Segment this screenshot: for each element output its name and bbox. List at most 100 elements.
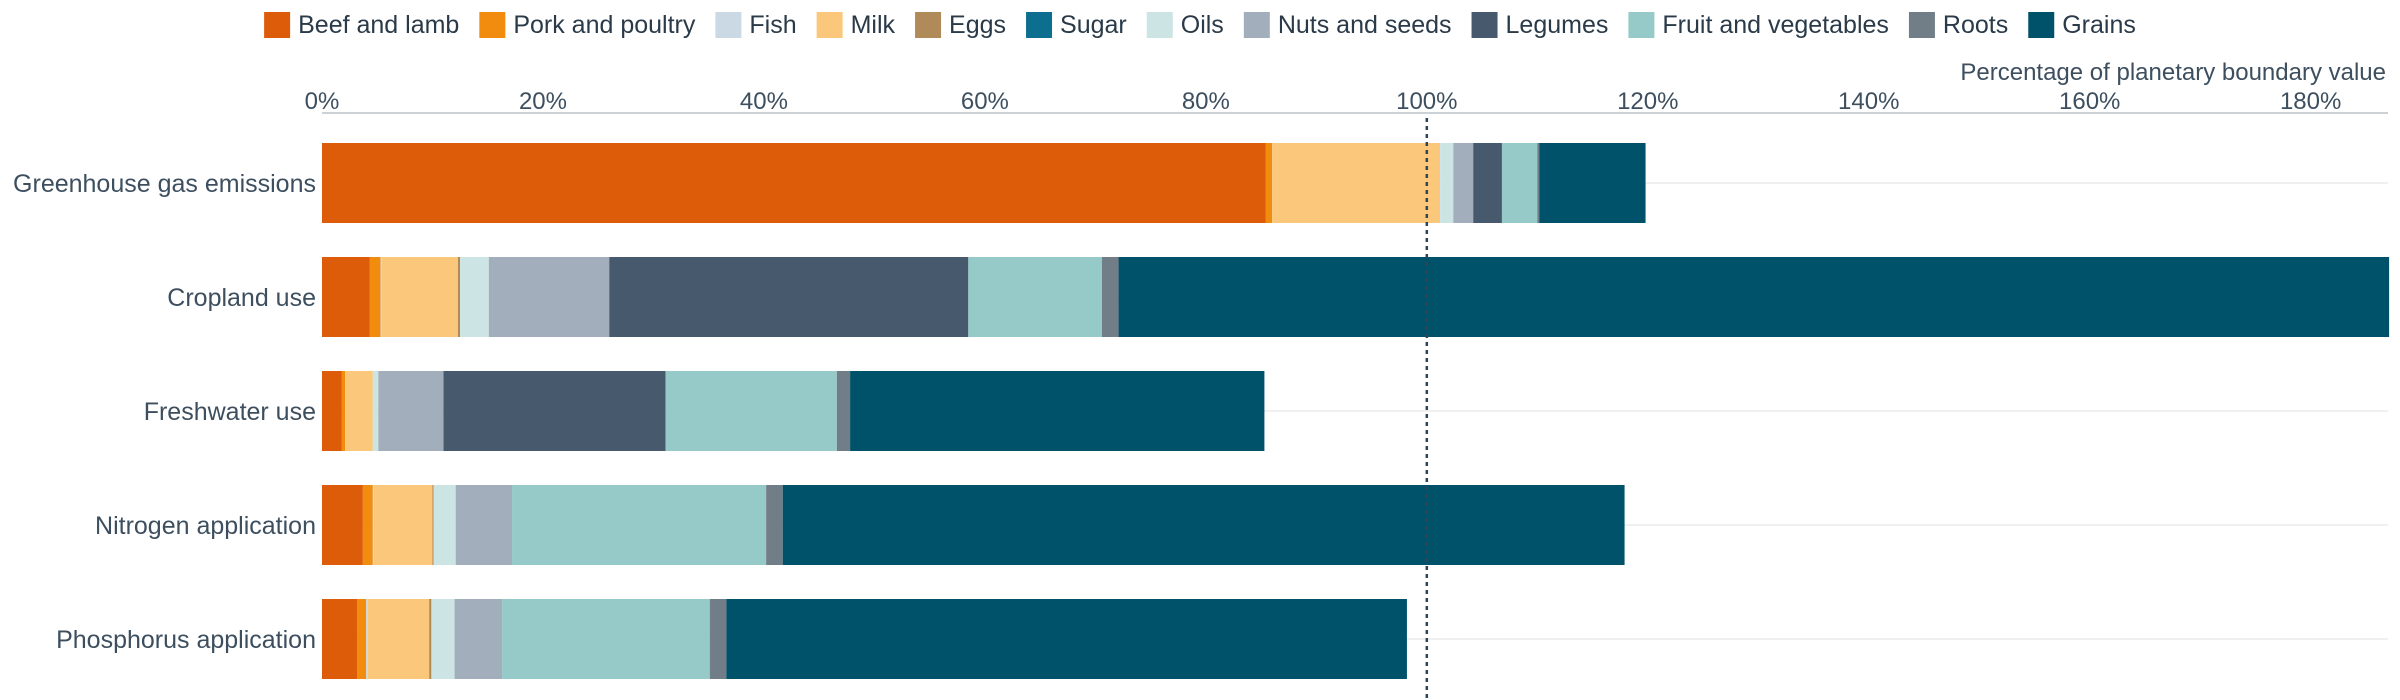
- legend-label: Fish: [749, 11, 796, 39]
- legend-swatch: [1908, 12, 1935, 38]
- bar-segment: [1101, 257, 1119, 337]
- legend-swatch: [1471, 12, 1498, 38]
- bar-segment: [488, 257, 610, 337]
- x-tick-label: 120%: [1617, 88, 1678, 115]
- legend-item: Fruit and vegetables: [1628, 11, 1889, 39]
- x-tick-label: 0%: [305, 88, 340, 115]
- bar-segment: [367, 599, 430, 679]
- bar-segment: [372, 485, 374, 565]
- legend-swatch: [2028, 12, 2055, 38]
- bars: [322, 143, 2390, 679]
- legend-item: Legumes: [1471, 11, 1609, 39]
- legend-label: Eggs: [949, 11, 1006, 39]
- legend-label: Grains: [2062, 11, 2136, 39]
- category-label: Freshwater use: [144, 398, 316, 426]
- bar-segment: [836, 371, 851, 451]
- legend-label: Sugar: [1060, 11, 1127, 39]
- legend-label: Fruit and vegetables: [1662, 11, 1889, 39]
- x-tick-label: 20%: [519, 88, 567, 115]
- bar-segment: [366, 599, 368, 679]
- bar-segment: [455, 485, 513, 565]
- legend-swatch: [1026, 12, 1053, 38]
- legend-item: Oils: [1146, 11, 1224, 39]
- legend-item: Fish: [715, 11, 797, 39]
- x-tick-label: 160%: [2059, 88, 2120, 115]
- x-tick-label: 100%: [1396, 88, 1457, 115]
- bar-segment: [1537, 143, 1540, 223]
- bar-segment: [378, 371, 444, 451]
- legend-item: Roots: [1908, 11, 2008, 39]
- bar-segment: [709, 599, 727, 679]
- bar-group: [322, 599, 1407, 679]
- bar-segment: [345, 371, 373, 451]
- legend-swatch: [479, 12, 506, 38]
- legend-label: Oils: [1181, 11, 1224, 39]
- bar-segment: [726, 599, 1407, 679]
- bar-segment: [443, 371, 666, 451]
- bar-segment: [609, 257, 969, 337]
- legend-swatch: [915, 12, 942, 38]
- bar-segment: [341, 371, 346, 451]
- bar-segment: [1539, 143, 1646, 223]
- bar-segment: [322, 143, 1266, 223]
- legend-label: Roots: [1943, 11, 2008, 39]
- bar-segment: [782, 485, 1625, 565]
- bar-segment: [457, 257, 461, 337]
- legend: Beef and lamb Pork and poultry Fish Milk Egg…: [264, 11, 2136, 39]
- x-tick-label: 60%: [961, 88, 1009, 115]
- bar-segment: [322, 257, 370, 337]
- bar-segment: [850, 371, 1265, 451]
- bar-group: [322, 257, 2390, 337]
- bar-segment: [766, 485, 783, 565]
- bar-segment: [432, 485, 434, 565]
- bar-segment: [429, 599, 432, 679]
- bar-segment: [362, 485, 373, 565]
- legend-item: Beef and lamb: [264, 11, 459, 39]
- bar-segment: [454, 599, 503, 679]
- bar-segment: [357, 599, 367, 679]
- legend-swatch: [816, 12, 843, 38]
- legend-item: Pork and poultry: [479, 11, 696, 39]
- legend-item: Nuts and seeds: [1243, 11, 1452, 39]
- x-tick-label: 40%: [740, 88, 788, 115]
- x-tick-label: 80%: [1182, 88, 1230, 115]
- legend-swatch: [1146, 12, 1173, 38]
- bar-segment: [322, 485, 363, 565]
- legend-item: Eggs: [915, 11, 1006, 39]
- bar-segment: [381, 257, 458, 337]
- category-label: Nitrogen application: [95, 512, 316, 540]
- bar-segment: [322, 371, 342, 451]
- bar-segment: [433, 485, 456, 565]
- category-label: Greenhouse gas emissions: [13, 170, 316, 198]
- bar-segment: [512, 485, 767, 565]
- bar-segment: [1265, 143, 1273, 223]
- bar-segment: [322, 599, 358, 679]
- legend-item: Grains: [2028, 11, 2136, 39]
- x-tick-label: 180%: [2280, 88, 2341, 115]
- bar-segment: [369, 257, 381, 337]
- bar-segment: [373, 485, 433, 565]
- legend-label: Pork and poultry: [513, 11, 696, 39]
- legend-swatch: [264, 12, 291, 38]
- bar-segment: [665, 371, 837, 451]
- bar-group: [322, 485, 1625, 565]
- legend-label: Nuts and seeds: [1278, 11, 1452, 39]
- bar-segment: [380, 257, 382, 337]
- legend-label: Beef and lamb: [298, 11, 459, 39]
- category-label: Phosphorus application: [56, 626, 316, 654]
- bar-segment: [1272, 143, 1441, 223]
- legend-label: Legumes: [1506, 11, 1609, 39]
- bar-segment: [460, 257, 489, 337]
- category-labels: Greenhouse gas emissions Cropland use Fres…: [13, 170, 316, 654]
- bar-group: [322, 371, 1265, 451]
- bar-segment: [502, 599, 710, 679]
- legend-swatch: [715, 12, 742, 38]
- bar-segment: [1440, 143, 1454, 223]
- x-tick-label: 140%: [1838, 88, 1899, 115]
- bar-segment: [1453, 143, 1474, 223]
- legend-item: Sugar: [1026, 11, 1127, 39]
- bar-segment: [1118, 257, 2390, 337]
- bar-segment: [431, 599, 455, 679]
- legend-label: Milk: [851, 11, 896, 39]
